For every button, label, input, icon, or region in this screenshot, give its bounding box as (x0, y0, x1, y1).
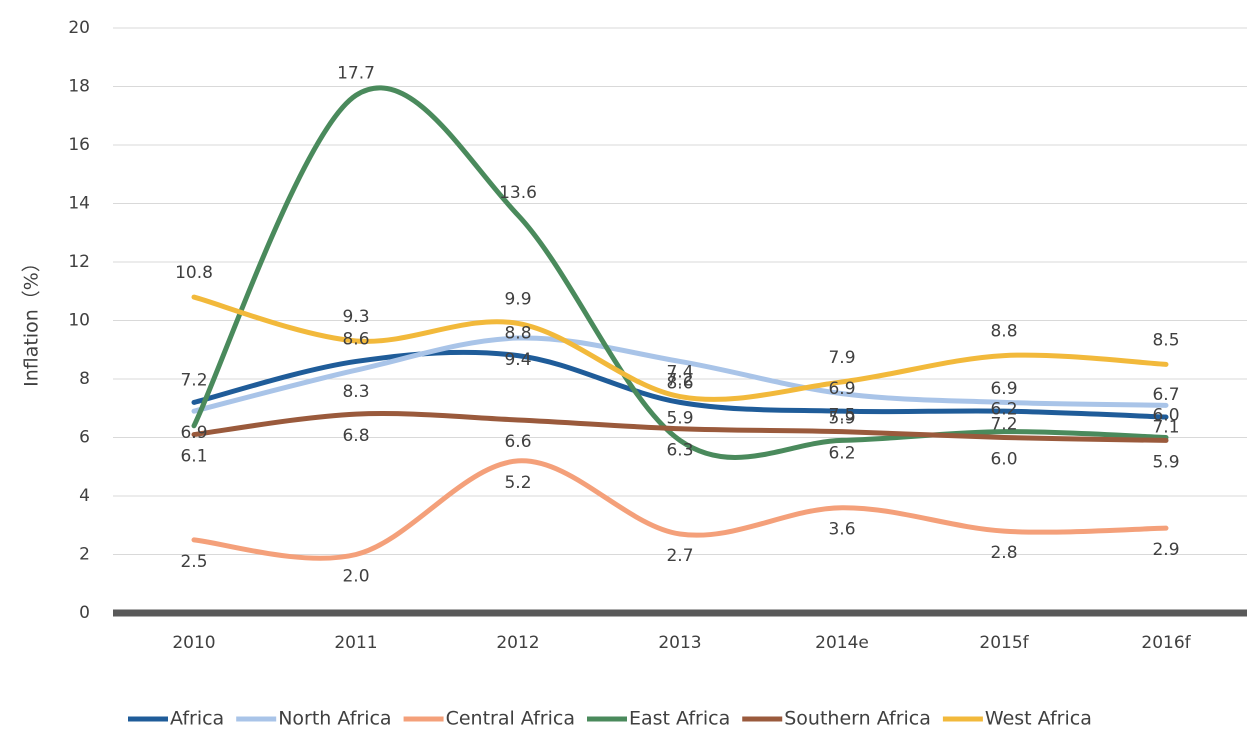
data-label: 7.1 (1152, 417, 1179, 437)
y-tick-label: 6 (79, 428, 90, 448)
y-tick-label: 2 (79, 545, 90, 565)
data-label: 6.3 (666, 441, 693, 461)
data-label: 8.6 (666, 373, 693, 393)
x-tick-label: 2012 (496, 633, 539, 653)
y-tick-label: 20 (68, 18, 90, 38)
y-tick-label: 10 (68, 311, 90, 331)
line-series (191, 458, 1169, 561)
line-series (191, 85, 1169, 460)
x-tick-label: 2010 (172, 633, 215, 653)
y-axis-title: Inflation（%） (21, 253, 43, 387)
data-label: 17.7 (337, 63, 375, 83)
data-label: 10.8 (175, 263, 213, 283)
legend-label: North Africa (278, 708, 391, 729)
data-label: 7.9 (828, 348, 855, 368)
data-label: 9.9 (504, 289, 531, 309)
y-tick-label: 0 (79, 603, 90, 623)
data-label: 8.8 (504, 324, 531, 344)
y-tick-label: 16 (68, 135, 90, 155)
data-label: 7.2 (180, 370, 207, 390)
data-label: 6.8 (342, 426, 369, 446)
data-label: 7.2 (990, 414, 1017, 434)
line-series (191, 349, 1169, 420)
data-label: 8.8 (990, 322, 1017, 342)
legend-label: Central Africa (446, 708, 575, 729)
data-label: 2.8 (990, 543, 1017, 563)
y-tick-label: 4 (79, 486, 90, 506)
data-label: 8.3 (342, 382, 369, 402)
line-series (191, 411, 1169, 443)
data-label: 2.5 (180, 552, 207, 572)
data-label: 7.2 (666, 370, 693, 390)
x-tick-label: 2015f (979, 633, 1029, 653)
data-label: 8.5 (1152, 330, 1179, 350)
y-tick-label: 18 (68, 77, 90, 97)
y-tick-label: 14 (68, 194, 90, 214)
line-series (191, 294, 1169, 402)
x-tick-label: 2014e (815, 633, 869, 653)
data-label: 6.9 (180, 423, 207, 443)
data-label: 6.0 (1152, 406, 1179, 426)
data-label: 6.0 (990, 450, 1017, 470)
data-label: 5.9 (1152, 452, 1179, 472)
y-tick-label: 8 (79, 369, 90, 389)
x-tick-label: 2011 (334, 633, 377, 653)
data-label: 6.9 (828, 379, 855, 399)
data-label: 7.5 (828, 406, 855, 426)
data-label: 7.4 (666, 363, 693, 383)
data-label: 2.9 (1152, 540, 1179, 560)
data-label: 8.6 (342, 329, 369, 349)
data-label: 5.2 (504, 473, 531, 493)
data-label: 13.6 (499, 183, 537, 203)
data-label: 3.6 (828, 520, 855, 540)
x-tick-label: 2016f (1141, 633, 1191, 653)
data-label: 6.7 (1152, 385, 1179, 405)
legend-label: Africa (170, 708, 224, 729)
data-label: 5.9 (666, 408, 693, 428)
legend-label: East Africa (629, 708, 730, 729)
y-tick-label: 12 (68, 252, 90, 272)
data-label: 9.4 (504, 350, 531, 370)
data-label: 2.0 (342, 567, 369, 587)
legend-label: Southern Africa (784, 708, 931, 729)
line-series (191, 335, 1169, 414)
data-label: 6.1 (180, 447, 207, 467)
data-label: 9.3 (342, 307, 369, 327)
data-label: 6.2 (990, 400, 1017, 420)
x-tick-label: 2013 (658, 633, 701, 653)
legend-label: West Africa (985, 708, 1092, 729)
data-label: 6.6 (504, 432, 531, 452)
data-label: 5.9 (828, 408, 855, 428)
data-label: 6.9 (990, 379, 1017, 399)
data-label: 6.2 (828, 444, 855, 464)
data-label: 2.7 (666, 546, 693, 566)
